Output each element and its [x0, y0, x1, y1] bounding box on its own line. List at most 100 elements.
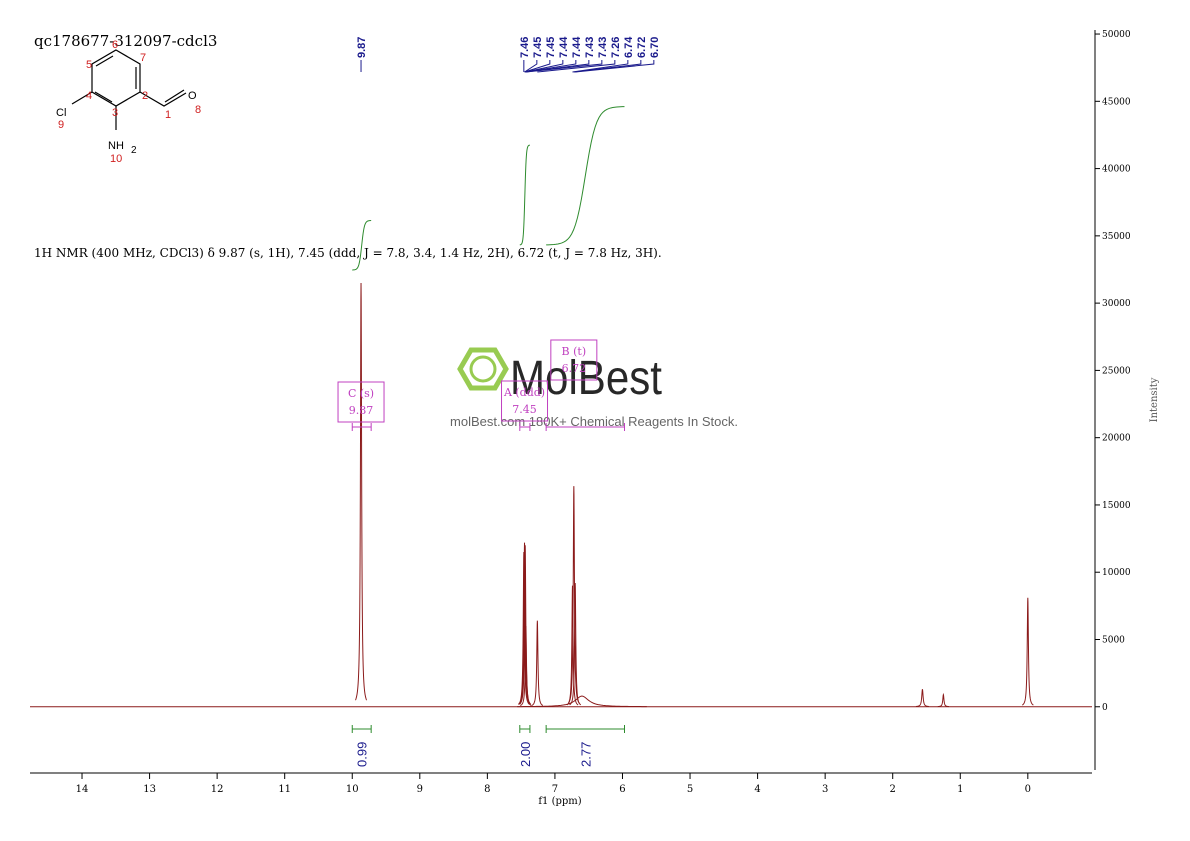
- x-tick-label: 6: [619, 784, 625, 795]
- ring-double-bonds: [94, 55, 137, 103]
- integral-curve: [546, 106, 625, 246]
- multiplet-shift: 6.72: [562, 362, 587, 375]
- peak: [937, 692, 950, 708]
- peak-label: 6.70: [649, 37, 661, 58]
- x-tick-label: 7: [552, 784, 558, 795]
- atom-numbers: 1 2 3 4 5 6 7 8 9 10: [58, 39, 201, 165]
- multiplet-bracket: [519, 423, 531, 431]
- peak-label-connector: [575, 60, 655, 73]
- integral-bracket: [545, 725, 626, 733]
- watermark-tagline: molBest.com 180K+ Chemical Reagents In S…: [450, 414, 738, 429]
- multiplet-box: [501, 380, 549, 422]
- x-tick-label: 8: [484, 784, 490, 795]
- logo-ring: [469, 355, 497, 383]
- peak-label: 7.43: [584, 37, 596, 58]
- x-tick-label: 12: [211, 784, 224, 795]
- atom-number: 7: [140, 52, 146, 64]
- peak-label-connector: [525, 60, 603, 73]
- x-tick-label: 0: [1025, 784, 1031, 795]
- x-tick-label: 13: [143, 784, 156, 795]
- integral-label: 0.99: [355, 742, 370, 767]
- y-tick-label: 10000: [1102, 568, 1131, 578]
- peak-label-connector: [537, 60, 616, 73]
- peak: [517, 552, 530, 705]
- atom-number: 2: [142, 90, 148, 102]
- peak-label: 7.45: [545, 37, 557, 58]
- peak-label-connector: [524, 60, 551, 73]
- multiplet-name: C (s): [348, 387, 374, 400]
- y-tick-label: 15000: [1102, 501, 1131, 511]
- peak-label: 7.46: [519, 37, 531, 58]
- x-axis-label: f1 (ppm): [538, 796, 581, 807]
- integral-label: 2.00: [518, 742, 533, 767]
- atom: NH: [108, 140, 124, 152]
- description: 1H NMR (400 MHz, CDCl3) δ 9.87 (s, 1H), …: [34, 246, 662, 260]
- structure: [71, 49, 187, 130]
- multiplet-box: [550, 339, 598, 381]
- atoms: Cl NH 2 O: [56, 90, 197, 156]
- bond-carbonyl: [139, 91, 187, 107]
- integral-bracket: [519, 725, 531, 733]
- atom-number: 1: [165, 109, 171, 121]
- peak-label: 7.45: [532, 37, 544, 58]
- atom-number: 8: [195, 104, 201, 116]
- atom-number: 6: [112, 39, 118, 51]
- peak: [1021, 597, 1034, 706]
- atom-number: 5: [86, 59, 92, 71]
- integral-curve: [352, 220, 372, 271]
- y-tick-label: 5000: [1102, 635, 1125, 645]
- multiplet-shift: 7.45: [512, 403, 537, 416]
- logo: [457, 347, 509, 391]
- peak-label: 9.87: [356, 37, 368, 58]
- peak-label-connector: [573, 60, 642, 73]
- peak: [531, 620, 544, 706]
- y-tick-label: 40000: [1102, 165, 1131, 175]
- peak-label: 7.44: [558, 36, 570, 58]
- integral-curve: [519, 144, 530, 246]
- bond-cl: [71, 91, 93, 105]
- y-tick-label: 35000: [1102, 232, 1131, 242]
- multiplet-bracket: [351, 423, 372, 431]
- peak-label: 6.72: [636, 37, 648, 58]
- multiplet-box: [337, 381, 385, 423]
- peak-label: 7.43: [597, 37, 609, 58]
- y-axis-label: Intensity: [1149, 377, 1160, 422]
- integral-bracket: [351, 725, 372, 733]
- x-tick-label: 5: [687, 784, 693, 795]
- x-tick-label: 4: [754, 784, 760, 795]
- y-tick-label: 30000: [1102, 299, 1131, 309]
- peak: [915, 689, 929, 707]
- peak-label: 7.26: [610, 37, 622, 58]
- atom-number: 4: [86, 90, 92, 102]
- peak-label-connector: [525, 60, 564, 73]
- x-tick-label: 2: [890, 784, 896, 795]
- y-tick-label: 0: [1102, 703, 1108, 713]
- multiplet-name: A (ddd): [503, 386, 545, 399]
- peak-label: 7.44: [571, 36, 583, 58]
- chart-title: qc178677-312097-cdcl3: [34, 32, 217, 50]
- y-tick-label: 20000: [1102, 434, 1131, 444]
- watermark-brand: MolBest: [510, 352, 662, 405]
- y-tick-label: 25000: [1102, 366, 1131, 376]
- peak-label-connector: [572, 60, 629, 73]
- atom-number: 10: [110, 153, 122, 165]
- peak: [520, 626, 532, 706]
- x-tick-label: 1: [957, 784, 963, 795]
- atom-number: 3: [112, 107, 118, 119]
- peak: [354, 282, 368, 701]
- multiplet-name: B (t): [562, 345, 587, 358]
- y-tick-label: 50000: [1102, 30, 1131, 40]
- atom: O: [188, 90, 197, 102]
- peak-label-connector: [525, 60, 577, 73]
- peak-label: 6.74: [623, 36, 635, 58]
- atom-subscript: 2: [131, 145, 137, 156]
- atom: Cl: [56, 107, 66, 119]
- peak-label-connector: [524, 60, 538, 73]
- peak: [517, 695, 647, 708]
- x-tick-label: 3: [822, 784, 828, 795]
- x-tick-label: 9: [417, 784, 423, 795]
- y-tick-label: 45000: [1102, 97, 1131, 107]
- x-tick-label: 10: [346, 784, 359, 795]
- watermark: MolBest molBest.com 180K+ Chemical Reage…: [450, 347, 738, 429]
